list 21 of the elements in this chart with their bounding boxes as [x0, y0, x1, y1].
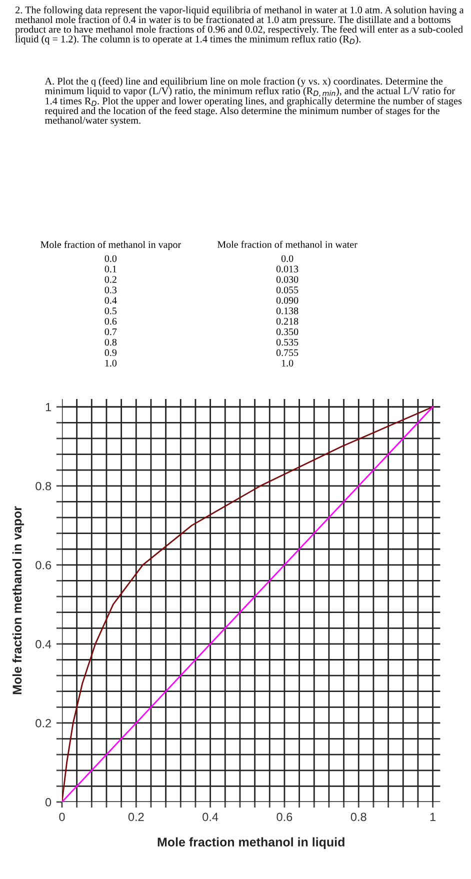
y-tick-label: 0.4 [36, 640, 52, 648]
y-tick-label: 0.6 [36, 560, 52, 570]
text: 0.0 0.013 0.030 0.055 0.090 0.138 0.218 0.350 0.535 0.755 1.0 [276, 255, 298, 367]
text: 2. The following data represent the vapor-liquid equilibria of methanol in water at 1.0 atm. A solution having a methanol mole fraction of 0.4 in water is to be fractionated at 1.0 atm pressure. The distillate and a bottoms product are to have methanol mole fractions of 0.96 and 0.02, respectively. The feed will enter as a sub-cooled liquid (q = 1.2). The column is to operate at 1.4 times the minimum reflux ratio (R$_{D}$). [15, 6, 464, 44]
y-tick-label: 0.8 [36, 482, 52, 490]
line-series [62, 406, 434, 802]
y-tick-label: 1 [46, 403, 51, 412]
x-tick-label: 0.2 [128, 812, 144, 822]
text: 0.0 0.1 0.2 0.3 0.4 0.5 0.6 0.7 0.8 0.9 1.0 [104, 255, 117, 367]
y-axis-title: Mole fraction methanol in vapor [12, 506, 24, 694]
x-tick-label: 0 [59, 812, 65, 822]
x-axis-title: Mole fraction methanol in liquid [158, 837, 344, 849]
text: Mole fraction of methanol in vapor [40, 240, 181, 250]
x-tick-label: 0.6 [276, 812, 292, 822]
x-tick-label: 0.4 [202, 812, 218, 822]
y-tick-label: 0.2 [36, 719, 51, 728]
x-tick-label: 1 [430, 812, 436, 821]
text: Mole fraction of methanol in water [217, 240, 358, 248]
y-tick-label: 0 [45, 798, 52, 806]
x-tick-label: 0.8 [350, 812, 366, 822]
text: A. Plot the q (feed) line and equilibrium line on mole fraction (y vs. x) coordinates. Determine the minimum liquid to vapor (L/V) ratio, the minimum reflux ratio (R$_{D,min}$), and the actual L/V ratio for 1.4 times R$_{D}$. Plot the upper and lower operating lines, and graphically determine the number of stages required and the location of the feed stage. Also determine the minimum number of stages for the methanol/water system. [44, 77, 462, 126]
